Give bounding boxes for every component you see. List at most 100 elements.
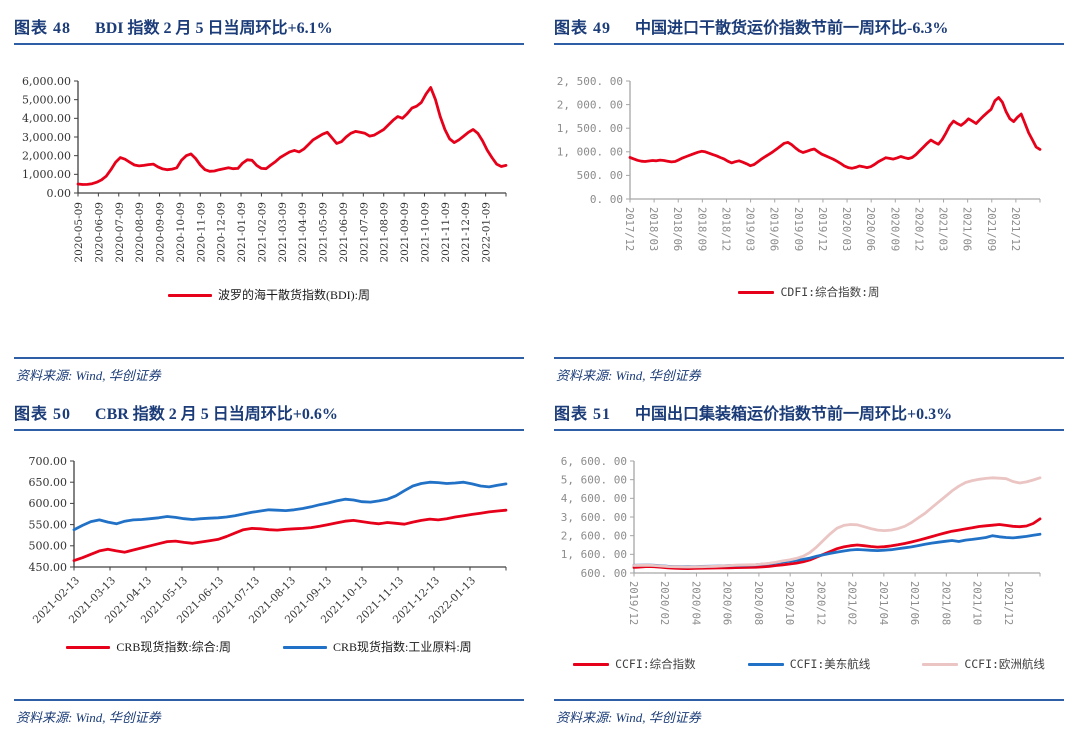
x-tick-label: 2020-07-09	[114, 202, 126, 263]
legend-item: CCFI:美东航线	[747, 658, 870, 671]
x-tick-label: 2020/02	[658, 581, 670, 625]
source-text: 资料来源: Wind, 华创证券	[16, 710, 161, 725]
legend-label: CCFI:综合指数	[615, 657, 696, 671]
x-tick-label: 2018/03	[647, 207, 659, 251]
figure-panel-50: 图表 50 CBR 指数 2 月 5 日当周环比+0.6% 700.00 650.…	[14, 400, 524, 736]
x-tick-label: 2021-04-09	[297, 202, 309, 263]
x-tick-label: 2021-10-09	[419, 202, 431, 263]
legend-item: CRB现货指数:工业原料:周	[283, 641, 472, 653]
y-tick-label: 650.00	[29, 476, 68, 489]
x-tick-label: 2021-11-09	[440, 202, 452, 263]
y-tick-label: 3, 600. 00	[561, 511, 627, 524]
y-tick-label: 2, 600. 00	[561, 529, 627, 542]
y-tick-label: 5,000.00	[22, 93, 71, 106]
x-tick-label: 2020/08	[752, 581, 764, 625]
figure-title-text: 中国出口集装箱运价指数节前一周环比+0.3%	[635, 406, 953, 423]
series-line	[76, 86, 508, 186]
figure-number: 图表 51	[554, 406, 612, 423]
figure-number: 图表 50	[14, 406, 72, 423]
y-tick-label: 0. 00	[590, 193, 623, 206]
source-text: 资料来源: Wind, 华创证券	[556, 710, 701, 725]
x-tick-label: 2019/12	[816, 207, 828, 251]
series-line	[72, 480, 508, 532]
x-tick-label: 2020-08-09	[134, 202, 146, 263]
x-tick-label: 2022-01-09	[481, 202, 493, 263]
legend-line-swatch	[283, 645, 327, 649]
figure-number: 图表 48	[14, 20, 72, 37]
x-tick-label: 2020/06	[864, 207, 876, 251]
x-tick-label: 2020-06-09	[93, 202, 105, 263]
figure-panel-48: 图表 48 BDI 指数 2 月 5 日当周环比+6.1% 6,000.00 5,…	[14, 14, 524, 394]
series-line	[632, 532, 1042, 569]
x-tick-label: 2021-07-09	[358, 202, 370, 263]
y-tick-label: 4,000.00	[22, 112, 71, 125]
y-tick-label: 2, 000. 00	[557, 98, 623, 111]
figure-number: 图表 49	[554, 20, 612, 37]
x-tick-label: 2020-09-09	[155, 202, 167, 263]
source-note: 资料来源: Wind, 华创证券	[14, 357, 524, 394]
x-tick-label: 2019/09	[792, 207, 804, 251]
x-tick-label: 2021/12	[1009, 207, 1021, 251]
chart-canvas: 6, 600. 00 5, 600. 00 4, 600. 00 3, 600. 00…	[561, 455, 1042, 625]
x-tick-label: 2021-05-09	[318, 202, 330, 263]
x-tick-label: 2019/12	[627, 581, 639, 625]
figure-panel-49: 图表 49 中国进口干散货运价指数节前一周环比-6.3% 2, 500. 00 2…	[554, 14, 1064, 394]
x-tick-label: 2021/09	[985, 207, 997, 251]
y-tick-label: 2, 500. 00	[557, 75, 623, 88]
legend-item: CDFI:综合指数:周	[738, 285, 880, 299]
x-tick-label: 2020/09	[888, 207, 900, 251]
x-tick-label: 2018/06	[671, 207, 683, 251]
y-tick-label: 2,000.00	[22, 149, 71, 162]
x-tick-label: 2019/03	[744, 207, 756, 251]
figure-title-text: 中国进口干散货运价指数节前一周环比-6.3%	[635, 20, 949, 37]
chart-canvas: 2, 500. 00 2, 000. 00 1, 500. 00 1, 000. 00…	[557, 75, 1042, 251]
x-tick-label: 2021/04	[877, 581, 889, 625]
x-tick-label: 2021/12	[1002, 581, 1014, 625]
legend-line-swatch	[168, 293, 212, 297]
series-line	[632, 476, 1042, 569]
x-tick-label: 2018/12	[719, 207, 731, 251]
legend-label: CDFI:综合指数:周	[780, 285, 880, 299]
x-tick-label: 2021/02	[846, 581, 858, 625]
crb-line-chart: 700.00 650.00 600.00 550.00 500.00 450.00 2021…	[14, 455, 524, 627]
x-tick-label: 2020/06	[721, 581, 733, 625]
legend-line-swatch	[922, 663, 959, 667]
figure-title-text: CBR 指数 2 月 5 日当周环比+0.6%	[95, 406, 338, 423]
figure-panel-51: 图表 51 中国出口集装箱运价指数节前一周环比+0.3% 6, 600. 00 5…	[554, 400, 1064, 736]
x-tick-label: 2021-01-09	[236, 202, 248, 263]
legend-line-swatch	[66, 645, 111, 649]
y-tick-label: 3,000.00	[22, 131, 71, 144]
figure-48-title: 图表 48 BDI 指数 2 月 5 日当周环比+6.1%	[14, 14, 524, 45]
y-tick-label: 1,000.00	[22, 168, 71, 181]
legend-item: 波罗的海干散货指数(BDI):周	[168, 289, 370, 301]
x-tick-label: 2020/03	[840, 207, 852, 251]
figure-50-title: 图表 50 CBR 指数 2 月 5 日当周环比+0.6%	[14, 400, 524, 431]
source-note: 资料来源: Wind, 华创证券	[14, 699, 524, 736]
legend-line-swatch	[573, 663, 610, 667]
x-tick-label: 2020-05-09	[73, 202, 85, 263]
y-tick-label: 6, 600. 00	[561, 455, 627, 468]
x-tick-label: 2017/12	[623, 207, 635, 251]
x-tick-label: 2019/06	[768, 207, 780, 251]
x-tick-label: 2020/04	[689, 581, 701, 625]
bdi-line-chart: 6,000.00 5,000.00 4,000.00 3,000.00 2,000.00…	[14, 75, 524, 275]
x-tick-label: 2020/12	[912, 207, 924, 251]
legend-item: CCFI:欧洲航线	[922, 657, 1045, 671]
y-tick-label: 600.00	[29, 497, 68, 510]
y-tick-label: 500.00	[29, 540, 68, 553]
legend-line-swatch	[747, 663, 784, 667]
legend-label: CCFI:欧洲航线	[964, 657, 1045, 671]
y-tick-label: 1, 500. 00	[557, 122, 623, 135]
x-tick-label: 2021/06	[908, 581, 920, 625]
figure-51-title: 图表 51 中国出口集装箱运价指数节前一周环比+0.3%	[554, 400, 1064, 431]
x-tick-label: 2020/12	[814, 581, 826, 625]
source-text: 资料来源: Wind, 华创证券	[556, 368, 701, 383]
y-tick-label: 700.00	[29, 455, 68, 468]
series-line	[632, 517, 1042, 570]
x-tick-label: 2020-12-09	[216, 202, 228, 263]
source-note: 资料来源: Wind, 华创证券	[554, 699, 1064, 736]
series-line	[628, 96, 1042, 170]
ccfi-line-chart: 6, 600. 00 5, 600. 00 4, 600. 00 3, 600. 00…	[554, 455, 1064, 645]
x-tick-label: 2021/10	[971, 581, 983, 625]
y-tick-label: 1, 600. 00	[561, 548, 627, 561]
